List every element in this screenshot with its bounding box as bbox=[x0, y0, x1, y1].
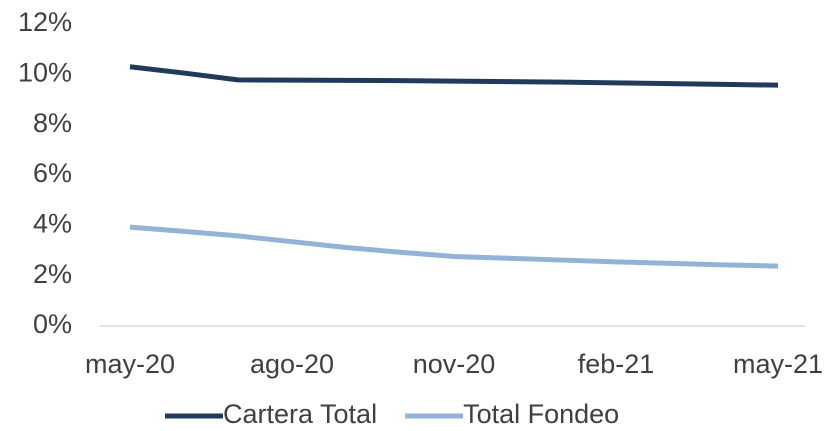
x-tick-label: feb-21 bbox=[578, 349, 655, 379]
x-tick-label: may-20 bbox=[85, 349, 175, 379]
series-line bbox=[129, 64, 779, 88]
x-tick-label: may-21 bbox=[733, 349, 823, 379]
legend-label: Cartera Total bbox=[223, 399, 377, 429]
series-line bbox=[129, 224, 779, 269]
y-tick-label: 4% bbox=[33, 208, 72, 238]
y-tick-label: 10% bbox=[18, 57, 72, 87]
y-tick-label: 12% bbox=[18, 7, 72, 37]
y-tick-label: 0% bbox=[33, 309, 72, 339]
legend-label: Total Fondeo bbox=[463, 399, 619, 429]
x-tick-label: ago-20 bbox=[250, 349, 334, 379]
y-tick-label: 2% bbox=[33, 259, 72, 289]
y-tick-label: 6% bbox=[33, 158, 72, 188]
y-tick-label: 8% bbox=[33, 108, 72, 138]
x-tick-label: nov-20 bbox=[413, 349, 496, 379]
